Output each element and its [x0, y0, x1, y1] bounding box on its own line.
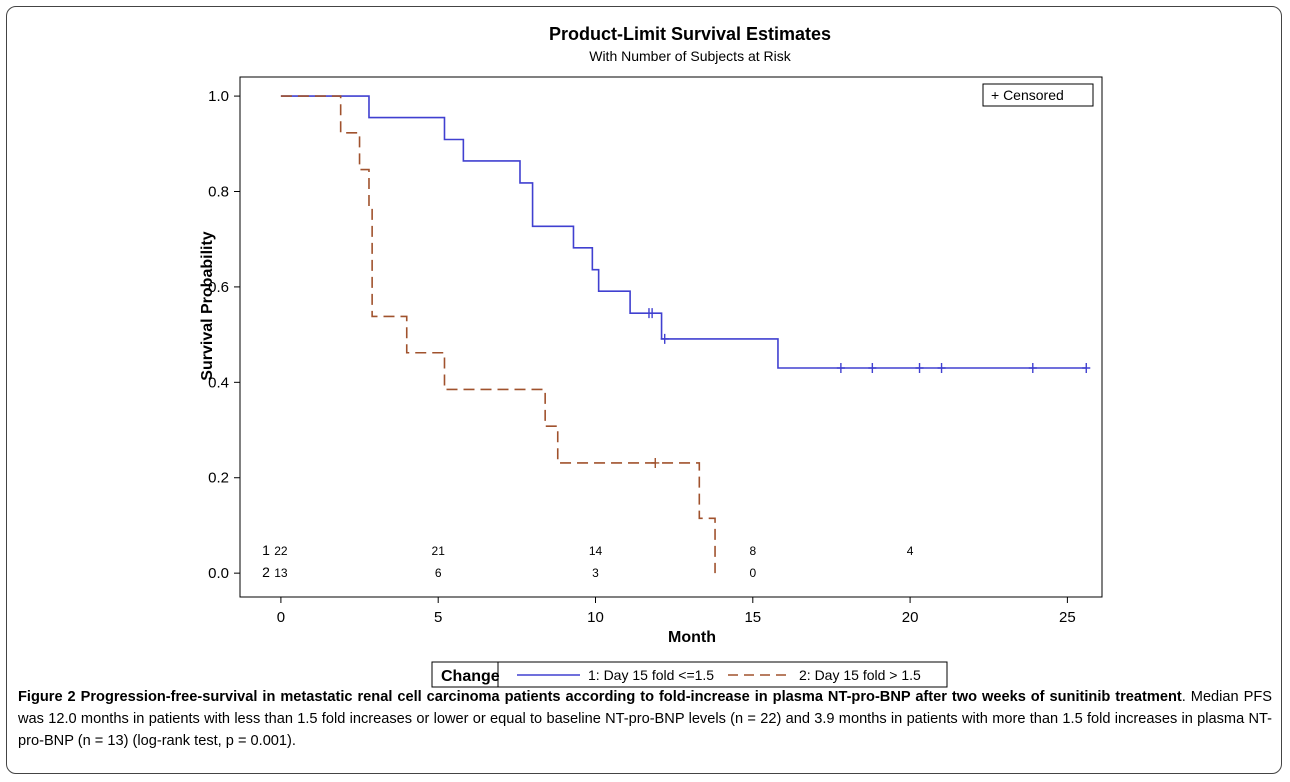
at-risk-value: 3	[592, 566, 599, 580]
y-axis-label: Survival Probability	[199, 231, 216, 380]
y-tick-label-0.4: 0.4	[208, 374, 229, 391]
x-axis-label: Month	[668, 629, 716, 646]
at-risk-value: 21	[432, 544, 446, 558]
at-risk-value: 0	[749, 566, 756, 580]
at-risk-value: 8	[749, 544, 756, 558]
figure-caption: Figure 2 Progression-free-survival in me…	[18, 686, 1272, 752]
series-1-censor-mark	[1082, 363, 1091, 374]
series-1-censor-mark	[915, 363, 924, 374]
x-tick-label-0: 0	[277, 609, 285, 626]
x-tick-label-25: 25	[1059, 609, 1076, 626]
chart-subtitle: With Number of Subjects at Risk	[589, 48, 792, 64]
series-1-censor-mark	[648, 308, 657, 319]
y-tick-label-1.0: 1.0	[208, 88, 229, 105]
chart-title: Product-Limit Survival Estimates	[549, 24, 831, 44]
plot-area	[239, 76, 1103, 598]
at-risk-value: 13	[274, 566, 288, 580]
figure-frame	[6, 6, 1282, 774]
y-tick-label-0.6: 0.6	[208, 279, 229, 296]
y-tick-label-0.2: 0.2	[208, 470, 229, 487]
at-risk-row-label-2: 2	[262, 564, 270, 580]
at-risk-value: 4	[907, 544, 914, 558]
series-1-censor-mark	[660, 333, 669, 344]
series-1-line	[280, 95, 1087, 369]
series-1-censor-mark	[868, 363, 877, 374]
series-1-censor-mark	[836, 363, 845, 374]
y-tick-label-0.0: 0.0	[208, 565, 229, 582]
x-tick-label-5: 5	[434, 609, 442, 626]
x-tick-label-10: 10	[587, 609, 604, 626]
at-risk-value: 14	[589, 544, 603, 558]
at-risk-row-label-1: 1	[262, 542, 270, 558]
legend-entry-series-2: 2: Day 15 fold > 1.5	[799, 667, 921, 683]
y-tick-label-0.8: 0.8	[208, 183, 229, 200]
censored-legend-box	[982, 83, 1094, 107]
at-risk-value: 22	[274, 544, 288, 558]
x-tick-label-15: 15	[744, 609, 761, 626]
at-risk-value: 6	[435, 566, 442, 580]
series-1-censor-mark	[1028, 363, 1037, 374]
x-tick-label-20: 20	[902, 609, 919, 626]
series-2-censor-mark	[651, 457, 660, 468]
caption-title: Figure 2 Progression-free-survival in me…	[18, 689, 1182, 705]
series-1-censor-mark	[937, 363, 946, 374]
survival-chart: Product-Limit Survival Estimates With Nu…	[199, 24, 1103, 688]
series-2-line	[280, 95, 716, 574]
legend-title: Change	[441, 668, 500, 685]
caption-text: . Median PFS was 12.0 months in patients…	[18, 689, 1272, 749]
censored-legend-label: + Censored	[991, 87, 1064, 103]
legend-entry-series-1: 1: Day 15 fold <=1.5	[588, 667, 714, 683]
legend: Change 1: Day 15 fold <=1.5 2: Day 15 fo…	[431, 661, 948, 688]
